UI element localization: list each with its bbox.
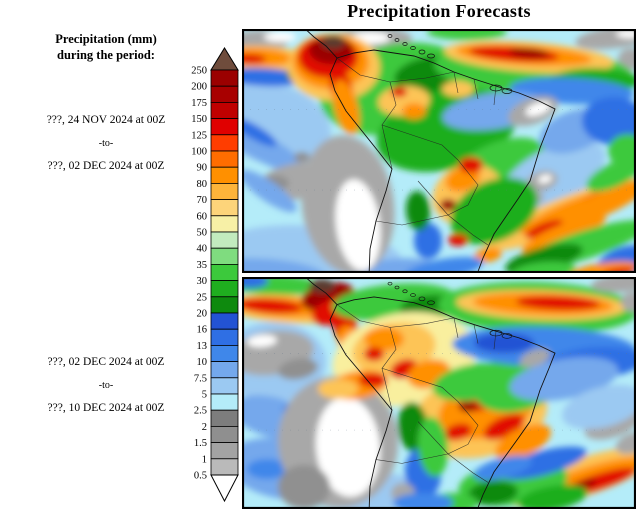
colorbar-tick-label: 0.5 <box>194 471 207 482</box>
colorbar-tick-label: 125 <box>191 130 207 141</box>
colorbar-tick-label: 25 <box>197 292 208 303</box>
colorbar-tick-label: 40 <box>197 244 208 255</box>
legend-caption: Precipitation (mm) during the period: <box>0 31 212 63</box>
period-1-end: ???, 02 DEC 2024 at 00Z <box>47 160 165 172</box>
legend-caption-line1: Precipitation (mm) <box>55 32 157 46</box>
colorbar-tick-label: 60 <box>197 211 208 222</box>
colorbar-legend: 2502001751501251009080706050403530252016… <box>191 47 239 503</box>
colorbar-tick-label: 2.5 <box>194 406 207 417</box>
period-2-start: ???, 02 DEC 2024 at 00Z <box>47 356 165 368</box>
colorbar-tick-label: 200 <box>191 82 207 93</box>
colorbar-tick-label: 13 <box>197 341 208 352</box>
colorbar-tick-label: 50 <box>197 228 208 239</box>
colorbar-tick-label: 100 <box>191 147 207 158</box>
colorbar-tick-label: 70 <box>197 195 208 206</box>
colorbar-tick-label: 1.5 <box>194 438 207 449</box>
period-2-separator: -to- <box>98 380 114 391</box>
colorbar-tick-label: 16 <box>197 325 208 336</box>
forecast-map-week1 <box>242 29 636 273</box>
period-2-end: ???, 10 DEC 2024 at 00Z <box>47 402 165 414</box>
colorbar-tick-label: 7.5 <box>194 373 207 384</box>
colorbar-tick-label: 20 <box>197 309 208 320</box>
period-1-label: ???, 24 NOV 2024 at 00Z -to- ???, 02 DEC… <box>0 113 212 182</box>
colorbar-tick-label: 2 <box>202 422 207 433</box>
period-2-label: ???, 02 DEC 2024 at 00Z -to- ???, 10 DEC… <box>0 355 212 424</box>
colorbar-tick-label: 80 <box>197 179 208 190</box>
colorbar-tick-label: 10 <box>197 357 208 368</box>
period-1-start: ???, 24 NOV 2024 at 00Z <box>46 114 166 126</box>
page-title: Precipitation Forecasts <box>347 1 531 21</box>
colorbar-tick-label: 1 <box>202 454 207 465</box>
period-1-separator: -to- <box>98 138 114 149</box>
colorbar-tick-label: 5 <box>202 390 207 401</box>
colorbar-tick-label: 35 <box>197 260 208 271</box>
forecast-map-week2 <box>242 277 636 509</box>
colorbar-tick-label: 30 <box>197 276 208 287</box>
colorbar-tick-label: 150 <box>191 114 207 125</box>
legend-caption-line2: during the period: <box>57 48 155 62</box>
colorbar-tick-label: 175 <box>191 98 207 109</box>
colorbar-tick-label: 90 <box>197 163 208 174</box>
colorbar-tick-label: 250 <box>191 66 207 77</box>
